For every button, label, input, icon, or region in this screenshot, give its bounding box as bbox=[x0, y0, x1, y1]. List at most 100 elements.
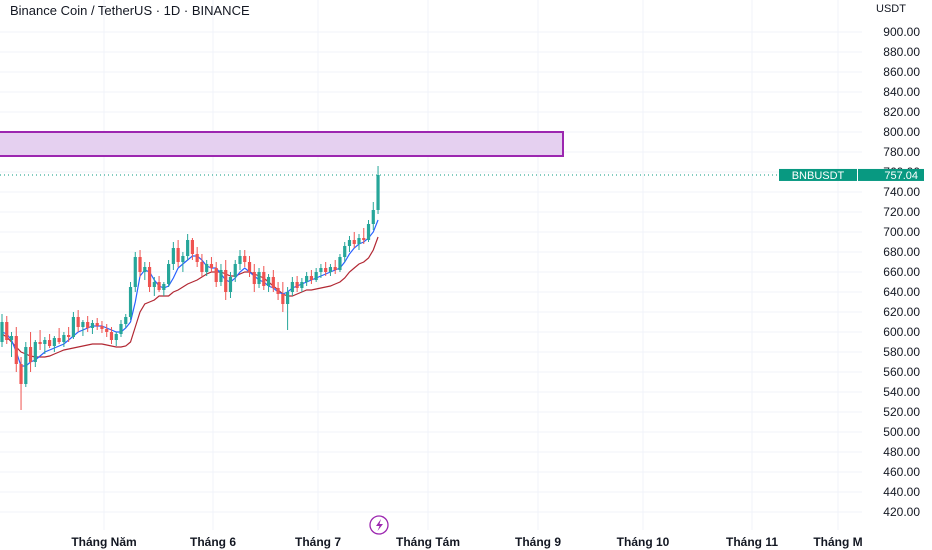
candle-body bbox=[67, 335, 71, 337]
candle-body bbox=[224, 270, 228, 292]
y-axis: 900.00 880.00 860.00 840.00 820.00 800.00 780.… bbox=[883, 25, 920, 519]
y-tick-label: 720.00 bbox=[883, 205, 920, 219]
last-price-tag-bg bbox=[858, 168, 924, 181]
candle-body bbox=[95, 323, 99, 326]
candle-body bbox=[43, 340, 47, 344]
y-tick-label: 480.00 bbox=[883, 445, 920, 459]
candle-body bbox=[362, 238, 366, 240]
y-tick-label: 700.00 bbox=[883, 225, 920, 239]
y-tick-label: 860.00 bbox=[883, 65, 920, 79]
y-tick-label: 620.00 bbox=[883, 305, 920, 319]
y-tick-label: 660.00 bbox=[883, 265, 920, 279]
y-tick-label: 680.00 bbox=[883, 245, 920, 259]
candle-body bbox=[195, 254, 199, 262]
candle-body bbox=[371, 210, 375, 224]
candle-body bbox=[214, 268, 218, 282]
y-tick-label: 520.00 bbox=[883, 405, 920, 419]
y-tick-label: 500.00 bbox=[883, 425, 920, 439]
x-tick-label: Tháng 10 bbox=[617, 535, 670, 549]
candle-body bbox=[328, 267, 333, 272]
candle-body bbox=[109, 332, 114, 340]
symbol-tag-bg bbox=[779, 168, 857, 181]
candle-body bbox=[290, 282, 294, 292]
y-tick-label: 600.00 bbox=[883, 325, 920, 339]
candle-body bbox=[276, 288, 280, 294]
candle-body bbox=[9, 336, 14, 340]
candle-body bbox=[71, 317, 75, 337]
candle-body bbox=[219, 270, 223, 282]
candle-body bbox=[209, 264, 214, 268]
candle-body bbox=[300, 282, 304, 288]
fast-line bbox=[1, 219, 379, 367]
symbol-tag-text: BNBUSDT bbox=[792, 170, 845, 182]
currency-label: USDT bbox=[876, 3, 906, 15]
x-tick-label: Tháng Năm bbox=[71, 535, 136, 549]
y-tick-label: 560.00 bbox=[883, 365, 920, 379]
y-tick-label: 460.00 bbox=[883, 465, 920, 479]
y-tick-label: 800.00 bbox=[883, 125, 920, 139]
candle-body bbox=[238, 256, 242, 264]
candle-body bbox=[309, 276, 313, 280]
candle-body bbox=[295, 282, 299, 288]
candle-body bbox=[138, 257, 142, 272]
candle-body bbox=[28, 347, 33, 362]
y-tick-label: 580.00 bbox=[883, 345, 920, 359]
candle-body bbox=[124, 317, 128, 324]
candle-body bbox=[167, 264, 171, 284]
candle-body bbox=[76, 317, 80, 327]
last-price-tag-text: 757.04 bbox=[884, 170, 918, 182]
candle-body bbox=[105, 329, 109, 332]
candle-body bbox=[100, 326, 104, 329]
candle-body bbox=[62, 335, 66, 342]
candle-body bbox=[33, 342, 37, 362]
y-tick-label: 540.00 bbox=[883, 385, 920, 399]
x-tick-label: Tháng 11 bbox=[726, 535, 778, 549]
candle-body bbox=[52, 338, 56, 346]
candle-body bbox=[162, 284, 166, 290]
candle-body bbox=[157, 282, 161, 290]
candle-body bbox=[352, 240, 356, 244]
candle-body bbox=[181, 256, 185, 262]
candle-body bbox=[247, 262, 252, 272]
candle-body bbox=[324, 268, 328, 272]
candle-body bbox=[366, 224, 371, 240]
candle-body bbox=[314, 272, 318, 280]
resistance-zone[interactable] bbox=[0, 131, 564, 157]
y-tick-label: 440.00 bbox=[883, 485, 920, 499]
candle-body bbox=[200, 262, 204, 272]
indicator-lines bbox=[1, 219, 379, 367]
candle-body bbox=[119, 324, 123, 334]
y-tick-label: 820.00 bbox=[883, 105, 920, 119]
candle-body bbox=[147, 267, 152, 287]
candle-body bbox=[357, 238, 361, 244]
candle-body bbox=[333, 267, 337, 270]
candle-body bbox=[152, 282, 156, 287]
x-tick-label: Tháng 6 bbox=[190, 535, 236, 549]
candle-body bbox=[14, 336, 18, 364]
candle-body bbox=[243, 256, 247, 262]
candle-body bbox=[81, 322, 85, 327]
event-marker[interactable] bbox=[369, 515, 389, 535]
x-tick-label: Tháng Tám bbox=[396, 535, 460, 549]
candle-body bbox=[281, 294, 285, 304]
candle-body bbox=[252, 272, 256, 284]
candle-body bbox=[305, 276, 309, 282]
candle-body bbox=[48, 340, 52, 346]
candle-body bbox=[205, 264, 209, 272]
candle-body bbox=[266, 277, 271, 286]
candle-body bbox=[24, 347, 28, 384]
candle-body bbox=[0, 322, 4, 342]
x-tick-label: Tháng 7 bbox=[295, 535, 341, 549]
candle-body bbox=[86, 322, 90, 328]
candle-body bbox=[271, 277, 275, 288]
y-tick-label: 900.00 bbox=[883, 25, 920, 39]
x-tick-label: Tháng M bbox=[813, 535, 862, 549]
candle-body bbox=[262, 272, 266, 286]
candle-body bbox=[338, 257, 342, 270]
candle-body bbox=[5, 322, 9, 340]
candle-body bbox=[319, 268, 323, 272]
zone-rect bbox=[0, 131, 564, 157]
candle-body bbox=[228, 277, 233, 292]
candle-body bbox=[186, 240, 190, 256]
